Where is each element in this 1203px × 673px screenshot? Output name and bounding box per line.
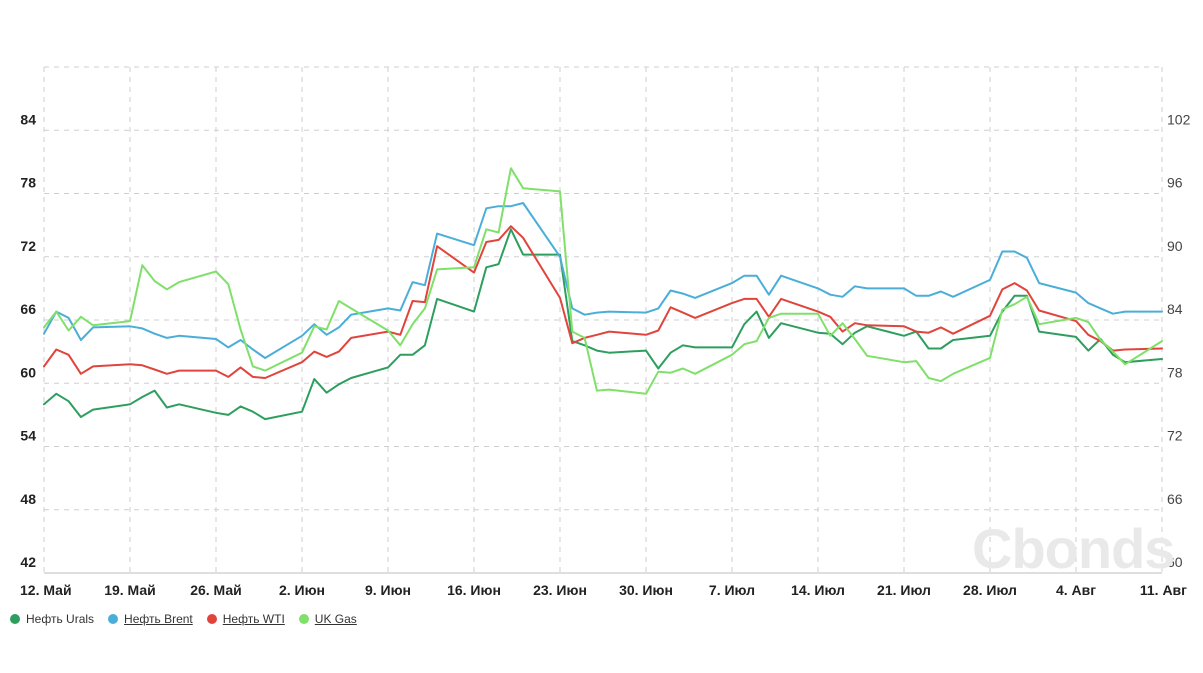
y-right-tick-label: 96: [1167, 175, 1183, 191]
chart-legend: Нефть Urals Нефть Brent Нефть WTI UK Gas: [10, 612, 357, 626]
legend-label: UK Gas: [314, 612, 357, 626]
y-axis-right: 60 66 72 78 84 90 96 102: [1167, 111, 1191, 570]
y-right-tick-label: 72: [1167, 428, 1183, 444]
cbonds-watermark: Cbonds: [972, 517, 1175, 580]
chart-grid: [43, 66, 1163, 574]
series-line-3: [43, 225, 1163, 379]
y-right-tick-label: 60: [1167, 554, 1183, 570]
y-left-tick-label: 48: [20, 491, 36, 507]
legend-marker: [298, 614, 309, 624]
legend-marker: [108, 614, 119, 624]
x-tick-label: 4. Авг: [1056, 582, 1096, 598]
legend-label: Нефть WTI: [222, 612, 285, 626]
legend-marker: [206, 614, 217, 624]
y-left-tick-label: 84: [20, 111, 36, 127]
y-left-tick-label: 78: [20, 175, 36, 191]
x-tick-label: 30. Июн: [619, 582, 673, 598]
x-tick-label: 28. Июл: [963, 582, 1017, 598]
legend-item-3[interactable]: Нефть WTI: [206, 612, 285, 626]
x-tick-label: 7. Июл: [709, 582, 755, 598]
x-tick-label: 9. Июн: [365, 582, 411, 598]
legend-item-4[interactable]: UK Gas: [298, 612, 357, 626]
x-tick-label: 26. Май: [190, 582, 242, 598]
y-right-tick-label: 66: [1167, 491, 1183, 507]
x-tick-label: 14. Июл: [791, 582, 845, 598]
legend-item-1[interactable]: Нефть Urals: [10, 612, 94, 626]
y-left-tick-label: 42: [20, 554, 36, 570]
x-tick-label: 12. Май: [20, 582, 72, 598]
y-left-tick-label: 72: [20, 238, 36, 254]
series-line-2: [43, 202, 1163, 359]
x-tick-label: 19. Май: [104, 582, 156, 598]
y-right-tick-label: 102: [1167, 111, 1191, 127]
chart-series: [43, 167, 1163, 421]
x-tick-label: 2. Июн: [279, 582, 325, 598]
y-left-tick-label: 66: [20, 301, 36, 317]
x-tick-label: 11. Авг: [1140, 582, 1187, 598]
x-axis: 12. Май 19. Май 26. Май 2. Июн 9. Июн 16. Июн…: [20, 582, 1187, 598]
series-line-1: [43, 228, 1163, 421]
legend-label: Нефть Urals: [26, 612, 95, 626]
series-line-4: [43, 167, 1163, 395]
y-right-tick-label: 78: [1167, 364, 1183, 380]
y-left-tick-label: 54: [20, 428, 36, 444]
x-tick-label: 21. Июл: [877, 582, 931, 598]
x-tick-label: 23. Июн: [533, 582, 587, 598]
y-right-tick-label: 84: [1167, 301, 1183, 317]
legend-item-2[interactable]: Нефть Brent: [108, 612, 193, 626]
y-right-tick-label: 90: [1167, 238, 1183, 254]
x-tick-label: 16. Июн: [447, 582, 501, 598]
y-axis-left: 42 48 54 60 66 72 78 84: [20, 111, 36, 570]
legend-label: Нефть Brent: [124, 612, 193, 626]
legend-marker: [10, 614, 20, 624]
y-left-tick-label: 60: [20, 364, 36, 380]
